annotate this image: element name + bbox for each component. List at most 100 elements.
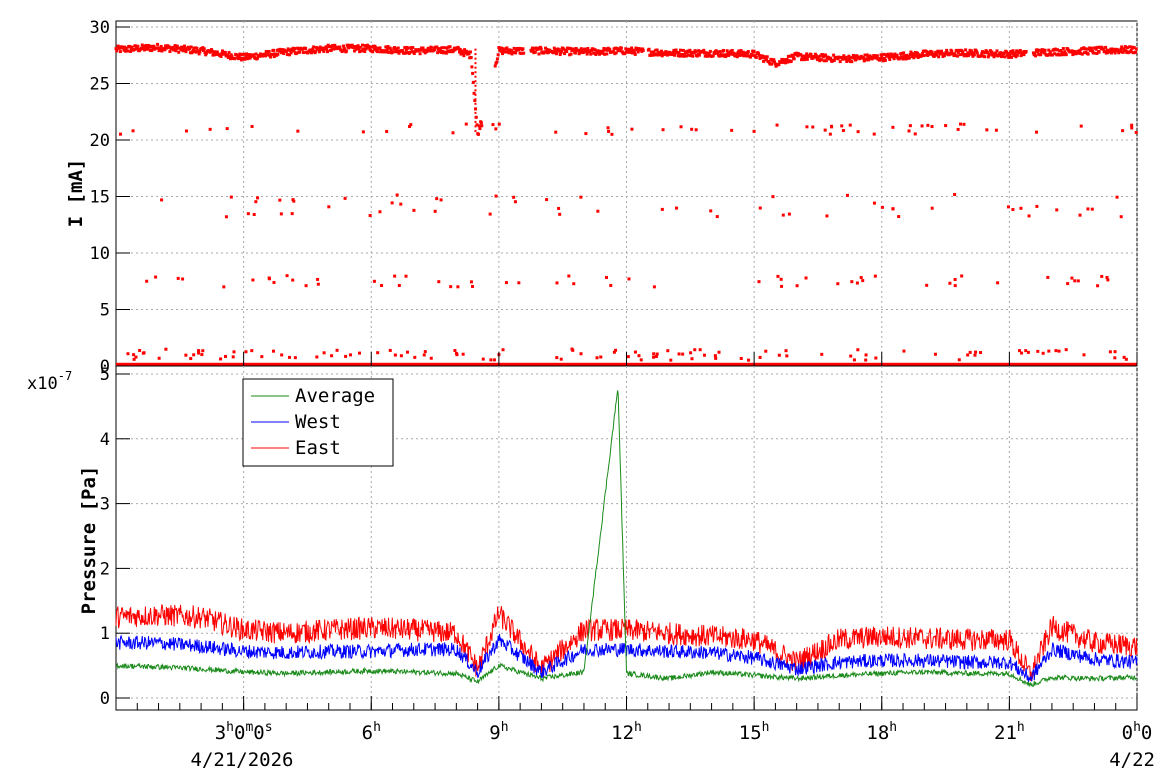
current-point: [509, 48, 513, 52]
current-point: [843, 57, 847, 61]
x-tick-label-part: h: [1017, 720, 1025, 735]
current-point: [702, 48, 706, 52]
current-point: [630, 46, 634, 50]
current-point: [847, 54, 851, 58]
current-point: [630, 127, 634, 131]
current-point: [163, 48, 167, 52]
current-point: [958, 122, 962, 126]
current-point: [897, 215, 901, 219]
current-point: [1123, 45, 1127, 49]
current-point: [160, 198, 164, 202]
current-point: [468, 50, 472, 54]
current-point: [247, 53, 251, 57]
current-point: [250, 124, 254, 128]
current-point: [393, 274, 397, 278]
current-point: [850, 60, 854, 64]
current-point: [1120, 45, 1124, 49]
current-point: [612, 350, 616, 354]
current-point: [824, 53, 828, 57]
current-point: [403, 46, 407, 50]
current-point: [156, 42, 160, 46]
current-point: [955, 48, 959, 52]
current-point: [820, 352, 824, 356]
current-point: [460, 49, 464, 53]
current-point: [1013, 51, 1017, 55]
current-point: [126, 352, 130, 356]
current-point: [293, 356, 297, 360]
current-point: [1002, 51, 1006, 55]
current-point: [614, 51, 618, 55]
current-point: [856, 130, 860, 134]
current-point: [841, 129, 845, 133]
current-point: [352, 49, 356, 53]
current-point: [280, 353, 284, 357]
current-point: [555, 281, 559, 285]
current-point: [397, 283, 401, 287]
pressure-series: [115, 390, 1138, 688]
current-point: [295, 51, 299, 55]
bottom-y-axis: 0 1 2 3 4 5: [100, 365, 130, 709]
current-point: [804, 276, 808, 280]
current-point: [436, 51, 440, 55]
current-point: [208, 127, 212, 131]
current-point: [872, 201, 876, 205]
current-point: [1015, 53, 1019, 57]
current-point: [471, 285, 475, 289]
current-point: [309, 51, 313, 55]
current-point: [325, 47, 329, 51]
current-point: [1080, 52, 1084, 56]
current-point: [671, 50, 675, 54]
current-point: [439, 198, 443, 202]
current-point: [1124, 49, 1128, 53]
current-point: [718, 50, 722, 54]
current-point: [1059, 49, 1063, 53]
current-point: [713, 354, 717, 358]
current-point: [1018, 49, 1022, 53]
current-point: [606, 126, 610, 130]
current-point: [331, 44, 335, 48]
current-point: [779, 277, 783, 281]
current-point: [1090, 207, 1094, 211]
current-point: [124, 47, 128, 51]
current-point: [816, 56, 820, 60]
current-point: [948, 52, 952, 56]
current-point: [596, 209, 600, 213]
current-point: [681, 48, 685, 52]
current-point: [660, 49, 664, 53]
current-point: [637, 354, 641, 358]
current-point: [1070, 49, 1074, 53]
current-point: [771, 195, 775, 199]
current-point: [792, 57, 796, 61]
current-point: [449, 285, 453, 289]
current-point: [598, 52, 602, 56]
current-point: [228, 54, 232, 58]
current-point: [595, 51, 599, 55]
current-point: [293, 47, 297, 51]
current-point: [571, 47, 575, 51]
current-point: [443, 46, 447, 50]
current-point: [1066, 282, 1070, 286]
current-point: [1122, 355, 1126, 359]
current-point: [285, 49, 289, 53]
current-point: [599, 355, 603, 359]
current-point: [360, 49, 364, 53]
current-point: [725, 49, 729, 53]
current-point: [260, 355, 264, 359]
current-point: [714, 356, 718, 360]
current-point: [177, 50, 181, 54]
legend: Average West East: [242, 378, 394, 467]
current-point: [363, 44, 367, 48]
current-point: [317, 47, 321, 51]
current-point: [385, 129, 389, 133]
current-point: [499, 49, 503, 53]
current-point: [1007, 52, 1011, 56]
current-point: [956, 51, 960, 55]
current-point: [474, 71, 477, 74]
current-point: [709, 209, 713, 213]
current-point: [979, 351, 983, 355]
current-point: [1086, 207, 1090, 211]
current-point: [1113, 51, 1117, 55]
current-point: [474, 125, 477, 128]
current-point: [618, 49, 622, 53]
current-point: [1018, 349, 1022, 353]
